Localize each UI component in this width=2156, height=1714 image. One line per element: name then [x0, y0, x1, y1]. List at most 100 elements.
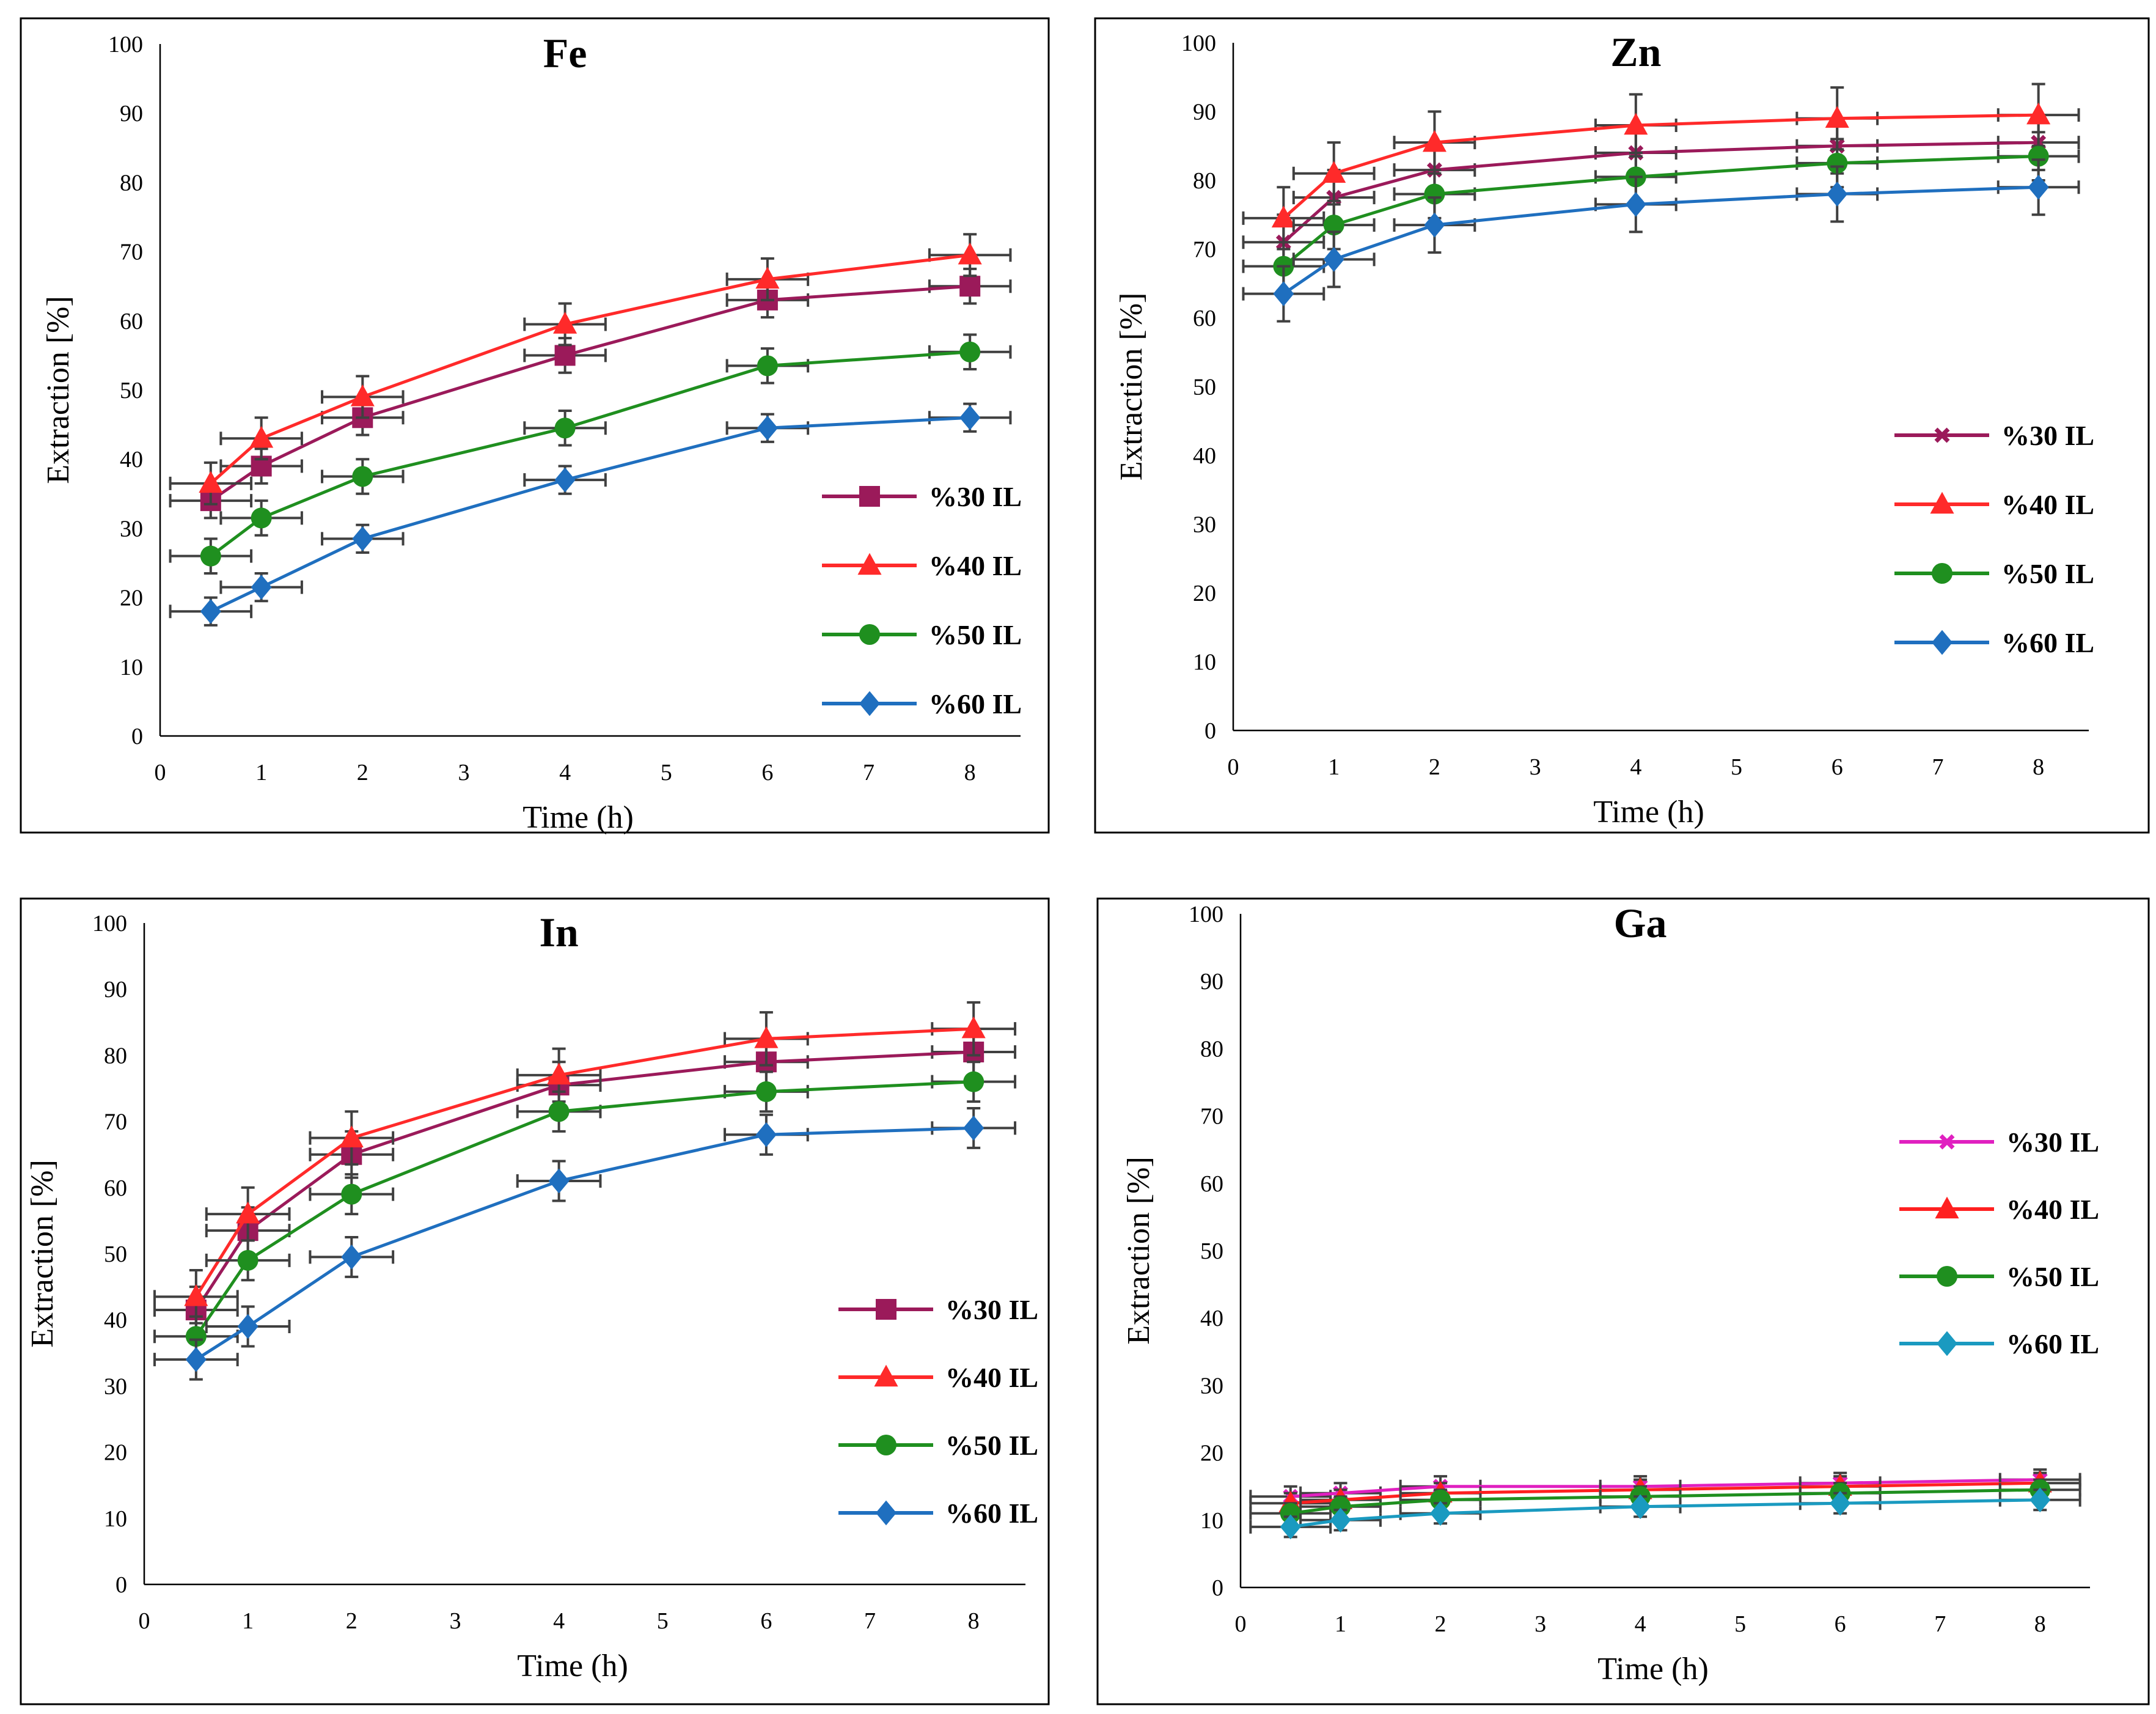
- legend-entry: %30 IL: [838, 1294, 1038, 1325]
- series-30-il: [169, 267, 1012, 520]
- chart-title: Ga: [1614, 900, 1667, 946]
- data-point: [1273, 281, 1294, 307]
- legend-marker: [1932, 563, 1953, 584]
- data-point: [249, 425, 274, 448]
- chart-panel-in: 0 10 20 30 40 50 60 70 80 90 100 0 1 2 3 4 5 6 7 8 Time (h) E…: [20, 897, 1050, 1705]
- data-point: [959, 405, 981, 430]
- x-tick-label: 8: [2033, 754, 2044, 780]
- y-tick-label: 100: [108, 32, 143, 57]
- chart-title: In: [539, 909, 578, 955]
- legend-entry: %60 IL: [1894, 627, 2094, 658]
- x-tick-label: 7: [864, 1608, 876, 1634]
- y-tick-label: 100: [1181, 31, 1216, 56]
- legend-label: %60 IL: [929, 688, 1022, 719]
- x-tick-label: 6: [761, 760, 773, 785]
- panel-frame: [1094, 17, 2150, 834]
- data-point: [185, 1326, 207, 1347]
- series-60-il: [153, 1106, 1017, 1381]
- x-tick-label: 0: [139, 1608, 150, 1634]
- data-point: [1322, 161, 1346, 183]
- legend-entry: %40 IL: [1894, 489, 2094, 520]
- legend-entry: %30 IL: [1899, 1127, 2099, 1158]
- y-tick-label: 60: [104, 1175, 127, 1201]
- y-tick-label: 80: [104, 1043, 127, 1068]
- data-point: [1280, 1514, 1301, 1540]
- x-tick-label: 0: [1235, 1611, 1247, 1637]
- y-tick-label: 40: [104, 1308, 127, 1333]
- data-point: [1323, 215, 1344, 236]
- y-tick-label: 80: [120, 170, 143, 196]
- legend-entry: %30 IL: [822, 481, 1022, 512]
- legend-marker: [876, 1299, 897, 1320]
- series-60-il: [169, 402, 1012, 627]
- data-point: [755, 1081, 777, 1102]
- x-tick-label: 5: [661, 760, 672, 785]
- y-tick-label: 0: [1204, 718, 1216, 744]
- x-tick-label: 3: [1530, 754, 1541, 780]
- legend-entry: %60 IL: [838, 1498, 1038, 1529]
- legend-marker: [1935, 1196, 1959, 1219]
- y-tick-label: 10: [1193, 650, 1216, 675]
- legend-marker: [1930, 491, 1954, 514]
- y-tick-label: 90: [1193, 100, 1216, 125]
- series-line: [1282, 185, 2039, 295]
- x-tick-label: 6: [1832, 754, 1843, 780]
- data-point: [1271, 205, 1296, 228]
- data-point: [341, 1183, 362, 1205]
- chart-panel-fe: 0 10 20 30 40 50 60 70 80 90 100 0 1 2 3 4 5 6 7 8 Time (h) E…: [20, 17, 1050, 835]
- legend-entry: %60 IL: [1899, 1328, 2099, 1359]
- legend-entry: %40 IL: [838, 1362, 1038, 1393]
- legend-label: %40 IL: [2006, 1194, 2099, 1225]
- data-point: [2028, 174, 2049, 200]
- y-tick-label: 0: [116, 1572, 127, 1598]
- series-line: [1282, 155, 2039, 268]
- y-tick-label: 50: [104, 1241, 127, 1267]
- x-tick-label: 5: [657, 1608, 669, 1634]
- series-line: [1282, 141, 2039, 244]
- legend-entry: %30 IL: [1894, 420, 2094, 451]
- y-tick-label: 0: [131, 724, 143, 749]
- data-point: [554, 417, 576, 439]
- x-tick-label: 0: [1228, 754, 1239, 780]
- data-point: [1825, 106, 1849, 128]
- y-tick-label: 20: [1193, 581, 1216, 606]
- data-point: [959, 341, 981, 362]
- data-point: [1624, 112, 1648, 135]
- chart-panel-ga: 0 10 20 30 40 50 60 70 80 90 100 0 1 2 3 4 5 6 7 8 Time (h) E…: [1096, 897, 2150, 1705]
- x-tick-label: 1: [255, 760, 267, 785]
- x-tick-label: 7: [1932, 754, 1943, 780]
- y-tick-label: 100: [1189, 902, 1223, 927]
- x-tick-label: 2: [1435, 1611, 1447, 1637]
- y-axis-title: Extraction [%]: [25, 1160, 60, 1348]
- data-point: [554, 345, 576, 366]
- data-point: [959, 276, 981, 297]
- x-tick-label: 4: [1635, 1611, 1646, 1637]
- chart-panel-zn: 0 10 20 30 40 50 60 70 80 90 100 0 1 2 3 4 5 6 7 8 Time (h) E…: [1094, 17, 2150, 834]
- x-tick-label: 4: [1630, 754, 1641, 780]
- legend-marker: [859, 486, 880, 507]
- y-tick-label: 50: [120, 378, 143, 403]
- series-40-il: [169, 233, 1012, 506]
- y-tick-label: 80: [1200, 1036, 1223, 1062]
- data-point: [1430, 1489, 1451, 1510]
- data-point: [1630, 1494, 1651, 1520]
- legend-marker: [1932, 630, 1953, 655]
- data-point: [341, 1245, 362, 1270]
- y-axis-title: Extraction [%]: [1114, 293, 1149, 481]
- y-tick-label: 60: [1200, 1171, 1223, 1197]
- legend-label: %40 IL: [2001, 489, 2094, 520]
- data-point: [200, 598, 221, 624]
- y-tick-label: 70: [104, 1109, 127, 1135]
- x-axis-title: Time (h): [517, 1649, 628, 1683]
- data-point: [1330, 1507, 1351, 1533]
- series-line: [194, 1027, 974, 1298]
- y-tick-label: 70: [120, 240, 143, 265]
- y-axis-title: Extraction [%]: [1121, 1157, 1156, 1345]
- y-tick-label: 80: [1193, 168, 1216, 194]
- x-tick-label: 8: [2034, 1611, 2046, 1637]
- legend-label: %40 IL: [945, 1362, 1038, 1393]
- legend-entry: %40 IL: [822, 550, 1022, 581]
- legend-marker: [874, 1364, 898, 1387]
- legend-label: %40 IL: [929, 550, 1022, 581]
- y-tick-label: 40: [1200, 1306, 1223, 1331]
